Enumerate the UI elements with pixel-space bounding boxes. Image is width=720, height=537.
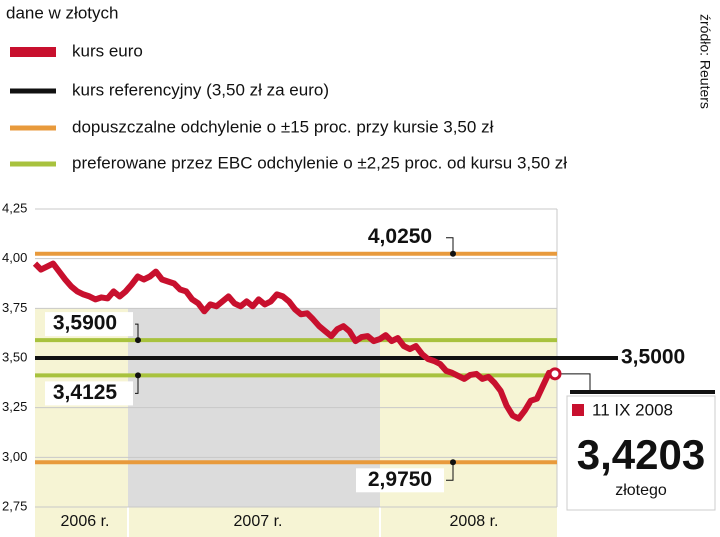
callout-point	[548, 367, 562, 381]
x-label: 2006 r.	[61, 513, 110, 530]
y-tick-label: 4,25	[2, 200, 27, 215]
reference-dot	[450, 250, 456, 257]
reference-dot	[135, 372, 141, 379]
callout-box	[566, 395, 716, 511]
note: dane w złotych	[6, 3, 118, 22]
y-tick-label: 3,00	[2, 449, 27, 464]
reference-label-bg	[45, 312, 133, 337]
x-axis-strip	[35, 507, 557, 537]
callout-date: 11 IX 2008	[592, 400, 673, 419]
y-tick-label: 2,75	[2, 498, 27, 513]
reference-label-bg	[356, 468, 444, 493]
y-tick-label: 3,75	[2, 300, 27, 315]
reference-connector	[135, 375, 139, 394]
callout-connector	[555, 373, 591, 392]
reference-connector	[446, 237, 454, 254]
reference-label: 2,9750	[368, 468, 432, 491]
callout-value: 3,4203	[577, 431, 705, 478]
series-line	[32, 260, 555, 422]
reference-connector	[446, 462, 454, 481]
reference-label: 4,0250	[368, 225, 432, 248]
reference-label-bg	[45, 381, 133, 406]
legend-label: kurs euro	[72, 41, 143, 60]
callout-unit: złotego	[615, 482, 667, 499]
legend-label: dopuszczalne odchylenie o ±15 proc. przy…	[72, 117, 494, 136]
legend-label: kurs referencyjny (3,50 zł za euro)	[72, 80, 329, 99]
reference-label-bg	[356, 225, 444, 250]
reference-label: 3,4125	[53, 381, 118, 404]
reference-connector	[135, 323, 139, 341]
reference-dot	[450, 459, 456, 466]
callout-icon	[572, 404, 584, 416]
reference-dot	[135, 337, 141, 344]
reference-label: 3,5900	[53, 312, 117, 335]
y-tick-label: 3,50	[2, 349, 27, 364]
x-label: 2008 r.	[450, 513, 499, 530]
x-label: 2007 r.	[234, 513, 283, 530]
legend-label: preferowane przez EBC odchylenie o ±2,25…	[72, 153, 567, 172]
source: źródło: Reuters	[697, 14, 713, 109]
y-tick-label: 4,00	[2, 250, 27, 265]
reference-label: 3,5000	[621, 346, 685, 369]
y-tick-label: 3,25	[2, 399, 27, 414]
